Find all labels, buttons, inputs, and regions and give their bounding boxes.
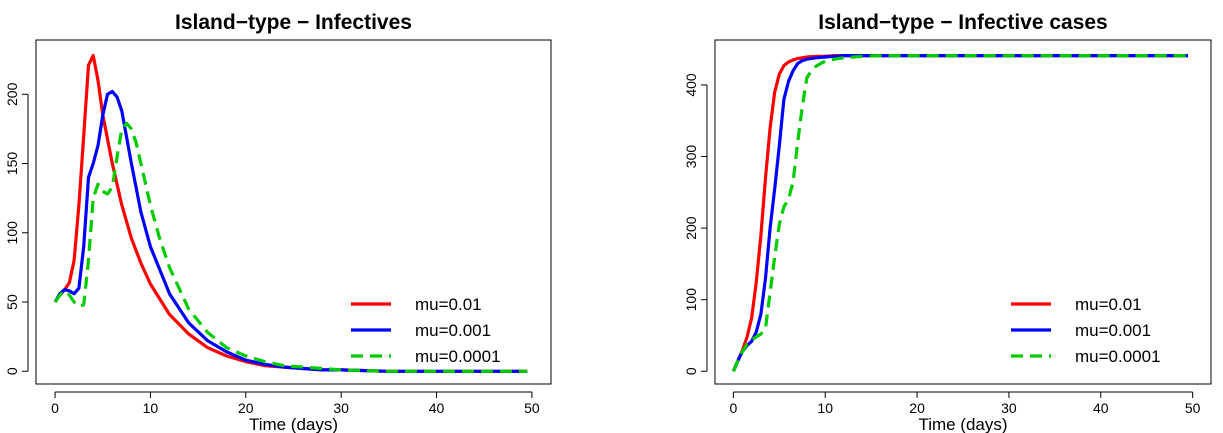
x-tick-label: 40: [1093, 400, 1109, 416]
x-tick-label: 10: [143, 400, 159, 416]
chart-title: Island−type − Infectives: [175, 11, 412, 34]
y-tick-label: 200: [4, 82, 20, 106]
plot-frame: [714, 39, 1212, 385]
legend-label: mu=0.01: [415, 295, 482, 314]
x-tick-label: 40: [429, 400, 445, 416]
legend-label: mu=0.01: [1075, 295, 1142, 314]
y-tick-label: 0: [683, 367, 699, 375]
y-tick-label: 50: [4, 294, 20, 310]
y-tick-label: 100: [4, 221, 20, 245]
chart-1: Island−type − Infectives 0 10 20 30 40 50 0 50 10…: [4, 11, 552, 433]
y-tick-label: 200: [683, 216, 699, 240]
x-tick-label: 20: [909, 400, 925, 416]
series-line-3: [53, 121, 528, 373]
chart-title: Island−type − Infective cases: [818, 11, 1108, 34]
legend: mu=0.01 mu=0.001 mu=0.0001: [351, 295, 501, 366]
y-tick-label: 100: [683, 288, 699, 312]
x-tick-label: 0: [51, 400, 59, 416]
legend-label: mu=0.001: [415, 321, 491, 340]
y-tick-label: 150: [4, 152, 20, 176]
y-tick-label: 300: [683, 145, 699, 169]
chart-2: Island−type − Infective cases 0 10 20 30 40 50…: [683, 11, 1212, 433]
x-tick-label: 0: [729, 400, 737, 416]
legend-label: mu=0.0001: [415, 347, 501, 366]
x-tick-label: 30: [1001, 400, 1017, 416]
x-axis-label: Time (days): [249, 415, 338, 433]
x-tick-label: 50: [524, 400, 540, 416]
y-tick-label: 400: [683, 73, 699, 97]
x-tick-label: 30: [333, 400, 349, 416]
legend-label: mu=0.0001: [1075, 347, 1161, 366]
series-line-3: [731, 53, 1188, 372]
plot-frame: [35, 39, 552, 385]
y-tick-label: 0: [4, 367, 20, 375]
legend-label: mu=0.001: [1075, 321, 1151, 340]
x-tick-label: 20: [238, 400, 254, 416]
legend: mu=0.01 mu=0.001 mu=0.0001: [1011, 295, 1161, 366]
x-axis-label: Time (days): [918, 415, 1007, 433]
x-tick-label: 50: [1185, 400, 1201, 416]
x-tick-label: 10: [817, 400, 833, 416]
